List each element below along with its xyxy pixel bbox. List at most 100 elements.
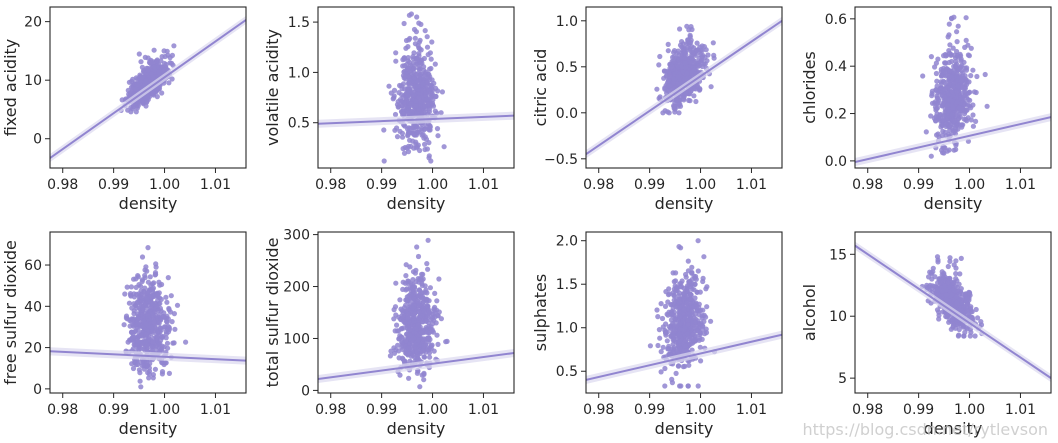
scatter-point xyxy=(968,45,974,51)
y-tick-label: 0.5 xyxy=(556,60,578,76)
subplot-sulphates: 0.98 0.99 1.00 1.01 0.5 1.0 1.5 2.0 density sulph… xyxy=(531,231,783,438)
scatter-point xyxy=(947,127,953,133)
scatter-point xyxy=(934,105,941,111)
scatter-point xyxy=(416,287,423,293)
scatter-point xyxy=(397,297,403,303)
scatter-point xyxy=(171,43,177,49)
scatter-point xyxy=(429,39,435,45)
scatter-point xyxy=(658,349,664,355)
scatter-point xyxy=(676,244,682,250)
scatter-point xyxy=(406,375,412,381)
x-tick-label: 0.99 xyxy=(366,177,397,193)
scatter-point xyxy=(684,23,690,29)
scatter-point xyxy=(164,299,170,305)
scatter-point xyxy=(422,141,428,147)
scatter-point xyxy=(398,306,404,312)
scatter-point xyxy=(147,60,153,66)
scatter-point xyxy=(435,312,441,318)
x-axis-label: density xyxy=(655,194,714,213)
scatter-point xyxy=(438,110,444,116)
y-tick-label: 0.0 xyxy=(556,106,578,122)
scatter-point xyxy=(166,307,172,313)
scatter-point xyxy=(144,295,150,302)
scatter-point xyxy=(163,331,170,337)
scatter-point xyxy=(150,281,156,287)
scatter-point xyxy=(698,47,704,53)
scatter-point xyxy=(933,87,939,93)
scatter-point xyxy=(683,271,689,278)
scatter-point xyxy=(671,54,677,60)
scatter-point xyxy=(160,68,167,74)
scatter-point xyxy=(685,37,691,43)
scatter-point xyxy=(943,121,949,127)
scatter-point xyxy=(953,271,959,277)
scatter-point xyxy=(150,285,156,291)
scatter-point xyxy=(412,35,418,41)
scatter-point xyxy=(692,281,698,287)
scatter-point xyxy=(157,325,163,331)
scatter-point xyxy=(165,275,171,281)
scatter-point xyxy=(698,358,704,364)
x-tick-label: 1.00 xyxy=(685,177,716,193)
scatter-point xyxy=(659,315,666,322)
scatter-point xyxy=(938,73,945,79)
scatter-point xyxy=(172,326,178,332)
scatter-point xyxy=(693,276,699,282)
scatter-point xyxy=(426,71,432,77)
scatter-point xyxy=(928,153,934,159)
scatter-point xyxy=(936,316,942,322)
x-tick-label: 1.01 xyxy=(200,402,231,418)
scatter-point xyxy=(951,84,957,90)
scatter-point xyxy=(432,61,438,67)
scatter-point xyxy=(953,321,959,327)
scatter-point xyxy=(975,315,981,321)
scatter-point xyxy=(166,325,172,331)
scatter-point xyxy=(705,52,711,58)
scatter-point xyxy=(418,47,424,53)
scatter-point xyxy=(426,88,432,94)
y-tick-label: 0.5 xyxy=(556,364,578,380)
scatter-point xyxy=(675,64,681,70)
scatter-point xyxy=(386,83,392,89)
scatter-point xyxy=(431,307,438,313)
scatter-point xyxy=(163,61,169,68)
scatter-point xyxy=(145,245,151,251)
scatter-point xyxy=(982,71,988,78)
scatter-point xyxy=(150,90,156,96)
scatter-point xyxy=(676,363,682,369)
scatter-point xyxy=(156,312,162,318)
scatter-point xyxy=(973,118,979,124)
scatter-point xyxy=(693,323,699,329)
scatter-point xyxy=(413,267,419,273)
scatter-point xyxy=(684,70,690,77)
scatter-point xyxy=(400,286,406,292)
x-tick-label: 0.98 xyxy=(852,177,883,193)
scatter-point xyxy=(405,105,411,111)
scatter-point xyxy=(685,383,691,389)
plot-area xyxy=(50,245,246,390)
scatter-point xyxy=(669,376,675,382)
x-axis-label: density xyxy=(387,194,446,213)
x-tick-label: 1.01 xyxy=(1005,177,1036,193)
scatter-point xyxy=(949,316,955,322)
axes-frame xyxy=(585,6,783,169)
scatter-point xyxy=(675,74,681,80)
scatter-point xyxy=(676,299,683,305)
scatter-point xyxy=(697,344,703,350)
scatter-point xyxy=(128,284,134,290)
scatter-point xyxy=(414,349,420,355)
scatter-point xyxy=(666,83,672,89)
scatter-point xyxy=(404,90,410,96)
scatter-point xyxy=(418,21,424,27)
scatter-point xyxy=(940,100,946,106)
axes-frame xyxy=(49,231,247,394)
scatter-point xyxy=(694,47,700,54)
scatter-point xyxy=(434,332,440,338)
scatter-point xyxy=(129,106,136,112)
scatter-point xyxy=(682,343,689,349)
scatter-point xyxy=(125,339,131,345)
scatter-point xyxy=(150,74,156,80)
scatter-point xyxy=(680,318,686,324)
scatter-point xyxy=(417,37,423,43)
y-tick-label: 0.4 xyxy=(825,59,847,75)
